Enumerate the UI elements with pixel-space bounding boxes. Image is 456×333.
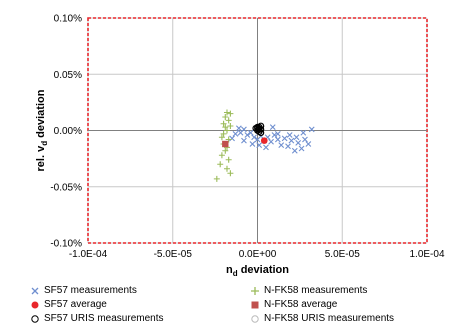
legend-item-nfk58-uris: N-FK58 URIS measurements xyxy=(250,313,394,324)
nfk58-measurement-point xyxy=(227,170,234,177)
nfk58-measurement-point xyxy=(225,156,232,163)
legend-item-sf57-uris: SF57 URIS measurements xyxy=(30,313,164,324)
sf57-measurement-point xyxy=(256,142,263,149)
legend-item-nfk58-average: N-FK58 average xyxy=(250,299,337,310)
legend-item-sf57-average: SF57 average xyxy=(30,299,107,310)
legend-label: SF57 measurements xyxy=(44,285,137,296)
nfk58-measurement-point xyxy=(223,127,230,134)
nfk58-measurement-point xyxy=(222,147,229,154)
x-axis-title: nd deviation xyxy=(226,264,289,278)
sf57-measurement-point xyxy=(288,137,295,144)
x-tick-label: 1.0E-04 xyxy=(409,249,444,260)
nfk58-measurement-point xyxy=(218,134,225,141)
open-circle-icon xyxy=(31,314,39,323)
x-tick-label: 0.0E+00 xyxy=(239,249,277,260)
data-points xyxy=(213,109,315,182)
sf57-measurement-point xyxy=(249,141,256,147)
y-tick-label: 0.05% xyxy=(54,70,82,81)
sf57-measurement-point xyxy=(235,125,242,132)
sf57-measurement-point xyxy=(244,132,251,138)
nfk58-measurement-point xyxy=(223,165,230,172)
nfk58-measurement-point xyxy=(225,117,232,124)
legend-label: SF57 URIS measurements xyxy=(44,313,164,324)
nfk58-measurement-point xyxy=(225,136,232,143)
sf57-uris-point xyxy=(254,123,261,131)
sf57-measurement-point xyxy=(241,137,247,144)
sf57-measurement-point xyxy=(274,136,281,143)
sf57-measurement-point xyxy=(302,136,308,143)
sf57-measurement-point xyxy=(271,132,278,138)
legend-label: N-FK58 URIS measurements xyxy=(264,313,395,324)
sf57-measurement-point xyxy=(241,126,247,133)
sf57-measurement-point xyxy=(291,147,298,154)
sf57-measurement-point xyxy=(274,130,281,137)
nfk58-measurement-point xyxy=(220,130,227,137)
sf57-measurement-point xyxy=(286,132,293,138)
sf57-measurement-point xyxy=(229,135,235,142)
sf57-measurement-point xyxy=(305,141,312,147)
sf57-average-point xyxy=(260,137,268,144)
y-tick-label: 0.00% xyxy=(54,126,82,137)
x-tick-label: -1.0E-04 xyxy=(69,249,108,260)
x-tick-label: 5.0E-05 xyxy=(325,249,360,260)
x-mark-icon xyxy=(31,287,39,294)
nfk58-measurement-point xyxy=(227,123,234,129)
sf57-measurement-point xyxy=(281,135,288,142)
legend-label: N-FK58 measurements xyxy=(264,285,368,296)
sf57-measurement-point xyxy=(278,142,285,149)
sf57-measurement-point xyxy=(263,144,269,151)
nfk58-measurement-point xyxy=(220,120,227,127)
filled-square-icon xyxy=(251,301,259,308)
nfk58-measurement-point xyxy=(222,124,229,131)
y-tick-label: 0.10% xyxy=(54,14,82,25)
legend-item-sf57-measurements: SF57 measurements xyxy=(30,285,137,296)
sf57-measurement-point xyxy=(269,124,276,131)
sf57-measurement-point xyxy=(268,138,274,145)
sf57-measurement-point xyxy=(293,134,300,141)
sf57-measurement-point xyxy=(285,143,291,150)
sf57-measurement-point xyxy=(295,139,302,146)
plus-mark-icon xyxy=(251,286,259,295)
y-tick-label: -0.05% xyxy=(50,182,82,193)
x-tick-label: -5.0E-05 xyxy=(154,249,193,260)
nfk58-average-point xyxy=(222,140,229,148)
sf57-uris-point xyxy=(257,129,265,137)
filled-circle-icon xyxy=(31,301,39,308)
sf57-measurement-point xyxy=(251,134,257,141)
legend-label: N-FK58 average xyxy=(264,299,338,310)
nfk58-measurement-point xyxy=(223,109,230,116)
scatter-chart: -1.0E-04 -5.0E-05 0.0E+00 5.0E-05 1.0E-04 0.1… xyxy=(35,14,445,279)
sf57-measurement-point xyxy=(298,145,305,152)
nfk58-measurement-point xyxy=(213,175,220,182)
y-axis-title: rel. vd deviation xyxy=(35,89,49,171)
open-circle-icon xyxy=(251,314,259,323)
nfk58-measurement-point xyxy=(218,152,225,159)
nfk58-measurement-point xyxy=(222,114,229,120)
nfk58-measurement-point xyxy=(217,161,224,168)
sf57-measurement-point xyxy=(232,130,239,137)
nfk58-measurement-point xyxy=(227,110,234,117)
sf57-measurement-point xyxy=(308,126,315,133)
tick-labels: -1.0E-04 -5.0E-05 0.0E+00 5.0E-05 1.0E-04 0.1… xyxy=(50,14,445,261)
y-tick-label: -0.10% xyxy=(50,239,82,250)
legend-item-nfk58-measurements: N-FK58 measurements xyxy=(250,285,367,296)
sf57-measurement-point xyxy=(300,129,307,136)
sf57-measurement-point xyxy=(247,129,254,136)
legend-label: SF57 average xyxy=(44,299,107,310)
